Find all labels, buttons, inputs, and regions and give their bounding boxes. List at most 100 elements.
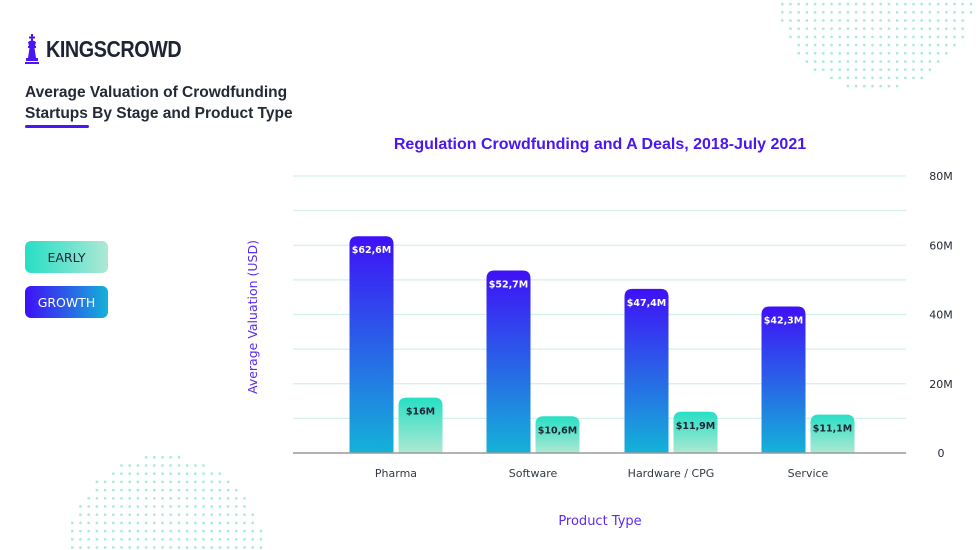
decor-dot xyxy=(813,27,817,30)
decor-dot xyxy=(895,2,899,6)
decor-dot xyxy=(169,456,172,459)
decor-dot xyxy=(235,497,238,500)
decor-dot xyxy=(895,27,899,30)
chart-title: Regulation Crowdfunding and A Deals, 201… xyxy=(394,136,806,153)
decor-dot xyxy=(936,52,940,55)
decor-dot xyxy=(854,19,858,22)
decor-dot xyxy=(153,521,156,525)
decor-dot xyxy=(226,480,230,484)
decor-dot xyxy=(243,513,246,516)
axes: 0 20M 40M 60M 80M Pharma Software Hardware / CP… xyxy=(293,170,953,480)
decor-dot xyxy=(120,480,123,484)
decor-dot xyxy=(103,546,107,549)
decor-dot xyxy=(226,521,230,525)
decor-dot xyxy=(920,35,923,39)
decor-dot xyxy=(846,2,850,6)
decor-dot xyxy=(103,521,107,525)
bar-growth-pharma xyxy=(349,236,394,453)
decor-dot xyxy=(218,480,222,484)
decor-dot xyxy=(120,464,123,467)
x-tick-label: Software xyxy=(509,467,558,480)
decor-dot xyxy=(945,19,948,22)
decor-dot xyxy=(854,27,858,30)
decor-dot xyxy=(961,19,964,22)
decor-dot xyxy=(218,505,222,508)
decor-dot xyxy=(920,11,923,14)
decor-dot xyxy=(136,464,140,467)
decor-dot xyxy=(71,546,74,549)
decor-dot xyxy=(79,538,82,541)
decor-dot xyxy=(120,538,123,541)
decor-dot xyxy=(103,480,107,484)
decor-dot xyxy=(781,11,784,14)
decor-dot xyxy=(169,464,172,467)
decor-dot xyxy=(904,2,907,6)
decor-dot xyxy=(185,480,189,484)
decor-dot xyxy=(235,488,238,492)
decor-dot xyxy=(210,488,213,492)
decor-dot xyxy=(103,538,107,541)
decor-dot xyxy=(805,27,809,30)
decor-dot xyxy=(846,68,850,71)
decor-dot xyxy=(185,497,189,500)
decor-dot xyxy=(136,513,140,516)
decor-dot xyxy=(177,538,181,541)
decor-dot xyxy=(822,60,825,63)
decor-dot xyxy=(136,480,140,484)
decor-dot xyxy=(128,480,131,484)
legend-early-button[interactable]: EARLY xyxy=(25,241,108,273)
decor-dot xyxy=(789,35,792,39)
decor-dot xyxy=(871,60,874,63)
decor-dot xyxy=(153,472,156,475)
data-label: $62,6M xyxy=(352,245,392,256)
decor-dot xyxy=(928,2,932,6)
decor-dot xyxy=(112,488,115,492)
decor-dot xyxy=(112,546,115,549)
decor-dot xyxy=(210,480,213,484)
bar-early-pharma xyxy=(398,397,443,453)
decor-dot xyxy=(912,52,915,55)
decor-dot xyxy=(259,538,263,541)
decor-dot xyxy=(185,464,189,467)
decor-dot xyxy=(226,538,230,541)
decor-dot xyxy=(887,11,891,14)
decor-dot xyxy=(112,529,115,533)
decor-dot xyxy=(79,529,82,533)
legend-growth-button[interactable]: GROWTH xyxy=(25,286,108,318)
decor-dot xyxy=(87,521,90,525)
decor-dot xyxy=(920,2,923,6)
decor-dot xyxy=(95,546,99,549)
decor-dot xyxy=(846,11,850,14)
decor-dot xyxy=(161,505,164,508)
subtitle-line-2: Startups By Stage and Product Type xyxy=(25,105,293,122)
decor-dot xyxy=(879,52,882,55)
decor-dot xyxy=(153,464,156,467)
brand-logo: KINGSCROWD xyxy=(24,34,203,64)
decor-dot xyxy=(797,27,800,30)
decor-dot xyxy=(920,27,923,30)
decor-dot xyxy=(169,521,172,525)
decor-dot xyxy=(177,546,181,549)
decor-dot xyxy=(936,60,940,63)
bar-early-software xyxy=(535,416,580,453)
decor-dot xyxy=(202,546,205,549)
decor-dot xyxy=(144,538,148,541)
decor-dot xyxy=(243,529,246,533)
decor-dot xyxy=(797,11,800,14)
decor-dot xyxy=(243,505,246,508)
decor-dot xyxy=(887,2,891,6)
decor-dot xyxy=(838,60,841,63)
y-tick-label: 80M xyxy=(929,170,953,183)
decor-dot xyxy=(218,538,222,541)
decor-dot xyxy=(144,472,148,475)
decor-dot xyxy=(887,60,891,63)
decor-dot xyxy=(854,11,858,14)
decor-dot xyxy=(912,68,915,71)
decor-dot xyxy=(226,497,230,500)
decor-dot xyxy=(928,60,932,63)
decor-dot xyxy=(177,497,181,500)
decor-dot xyxy=(789,27,792,30)
decor-dot xyxy=(95,480,99,484)
x-axis-label: Product Type xyxy=(558,514,641,529)
decor-dot xyxy=(235,521,238,525)
